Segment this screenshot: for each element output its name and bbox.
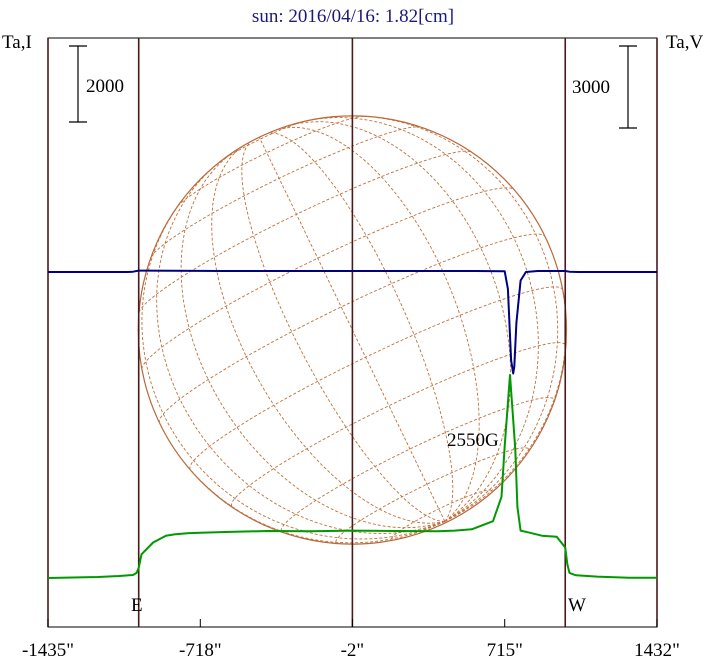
x-axis: -1435" -718" -2" 715" 1432": [22, 619, 680, 661]
longitude-line: [304, 117, 539, 522]
right-axis-label: Ta,V: [666, 32, 703, 53]
longitude-line: [444, 236, 567, 522]
latitude-line: [217, 120, 307, 165]
west-limb-label: W: [568, 595, 586, 616]
longitude-line: [159, 422, 446, 544]
right-scale-bar: [619, 45, 637, 129]
left-scale-bar: [69, 45, 87, 123]
longitude-line: [241, 140, 445, 522]
solar-disk: [137, 115, 568, 545]
east-limb-label: E: [131, 595, 143, 616]
x-tick-label: -1435": [22, 640, 74, 661]
latitude-line: [177, 115, 365, 207]
longitude-line: [267, 132, 454, 522]
longitude-line: [180, 152, 446, 529]
annotation-2550g: 2550G: [447, 430, 499, 451]
longitude-line: [353, 115, 559, 522]
series-blue-line: [48, 269, 657, 375]
series-layer: [47, 269, 658, 579]
left-scale-bar-label: 2000: [86, 76, 124, 97]
x-tick-label: -718": [179, 640, 222, 661]
longitude-line: [156, 162, 446, 534]
latitude-line: [230, 342, 566, 507]
longitude-line: [258, 137, 446, 522]
x-tick-label: 715": [487, 640, 523, 661]
latitude-line: [391, 489, 492, 540]
longitude-line: [141, 197, 446, 540]
vertical-marker-lines: [47, 38, 658, 627]
latitude-line: [280, 397, 555, 532]
x-tick-label: 1432": [634, 640, 680, 661]
left-axis-label: Ta,I: [2, 32, 32, 53]
right-scale-bar-label: 3000: [572, 77, 610, 98]
latitude-line: [189, 286, 563, 470]
longitude-line: [288, 121, 512, 522]
latitude-line: [141, 187, 515, 370]
longitude-line: [211, 144, 445, 524]
longitude-line: [274, 126, 480, 522]
x-tick-label: -2": [341, 640, 365, 661]
chart-title: sun: 2016/04/16: 1.82[cm]: [252, 6, 454, 27]
series-green-line: [47, 374, 658, 579]
